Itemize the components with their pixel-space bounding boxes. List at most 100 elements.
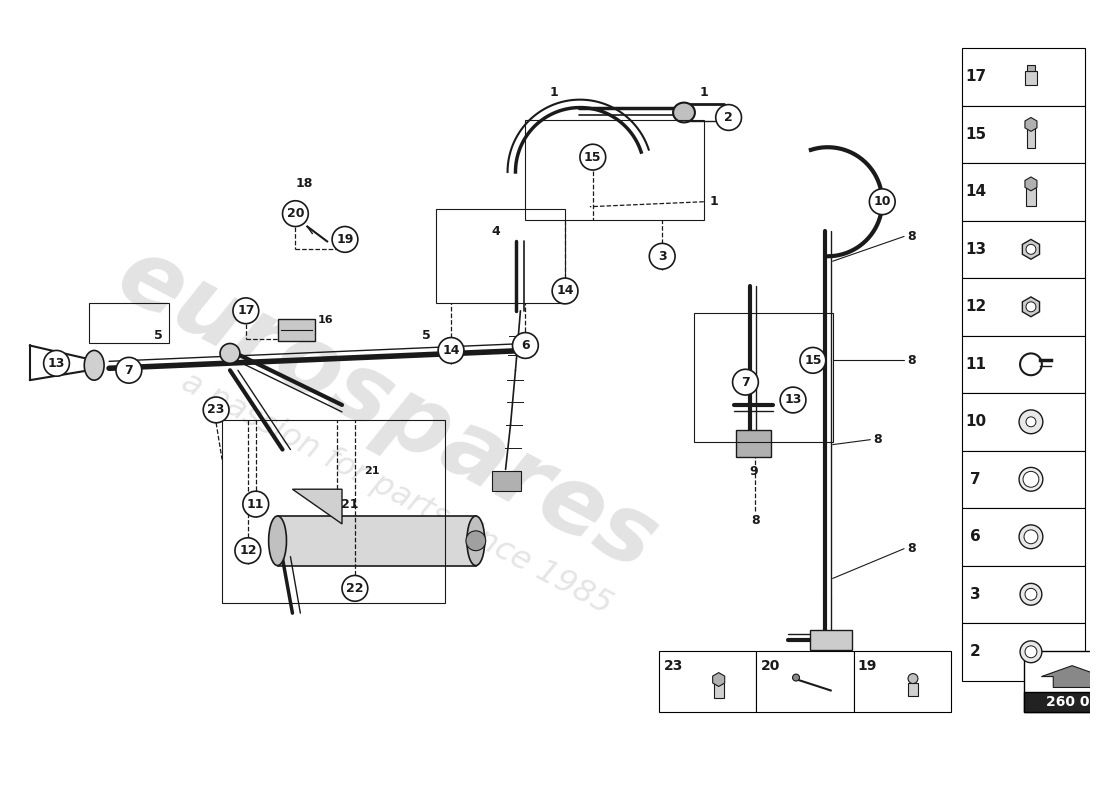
Text: 7: 7	[124, 364, 133, 377]
Text: 15: 15	[584, 150, 602, 164]
Circle shape	[1019, 525, 1043, 549]
Text: 7: 7	[970, 472, 981, 487]
Circle shape	[342, 575, 367, 602]
Text: a passion for parts since 1985: a passion for parts since 1985	[176, 367, 617, 622]
Circle shape	[466, 531, 486, 550]
Circle shape	[716, 105, 741, 130]
Circle shape	[580, 144, 606, 170]
Circle shape	[513, 333, 538, 358]
Text: 16: 16	[317, 314, 333, 325]
Bar	[694, 313, 833, 442]
Polygon shape	[1022, 297, 1040, 317]
Polygon shape	[1025, 118, 1037, 131]
Bar	[961, 335, 1086, 393]
Text: 14: 14	[557, 285, 574, 298]
Circle shape	[233, 298, 258, 324]
Circle shape	[1020, 641, 1042, 662]
Circle shape	[1025, 646, 1037, 658]
Text: 10: 10	[965, 414, 986, 430]
Bar	[961, 623, 1086, 681]
Bar	[89, 303, 168, 342]
Text: 15: 15	[965, 127, 986, 142]
Text: eurospares: eurospares	[101, 229, 672, 590]
Circle shape	[649, 243, 675, 269]
Bar	[1024, 650, 1100, 712]
Circle shape	[116, 358, 142, 383]
Text: 7: 7	[741, 376, 750, 389]
Text: 14: 14	[442, 344, 460, 357]
Text: 9: 9	[749, 465, 758, 478]
Circle shape	[1024, 530, 1038, 544]
Circle shape	[332, 226, 358, 252]
Bar	[810, 630, 851, 650]
Circle shape	[204, 397, 229, 422]
Text: 5: 5	[154, 329, 163, 342]
Circle shape	[1020, 583, 1042, 605]
Polygon shape	[713, 673, 725, 686]
Text: 3: 3	[658, 250, 667, 262]
Circle shape	[235, 538, 261, 563]
Circle shape	[1023, 471, 1038, 487]
Circle shape	[1019, 467, 1043, 491]
Bar	[437, 209, 565, 303]
Bar	[961, 450, 1086, 508]
Bar	[1024, 693, 1100, 712]
Text: 3: 3	[970, 586, 981, 602]
Text: 8: 8	[873, 433, 881, 446]
Text: 20: 20	[760, 658, 780, 673]
Bar	[961, 393, 1086, 450]
Text: 19: 19	[337, 233, 354, 246]
Bar	[526, 121, 704, 219]
Bar	[961, 566, 1086, 623]
Bar	[659, 650, 757, 712]
Polygon shape	[1042, 666, 1100, 687]
Text: 12: 12	[239, 544, 256, 557]
Text: 23: 23	[208, 403, 224, 417]
Text: 11: 11	[965, 357, 986, 372]
Circle shape	[1026, 244, 1036, 254]
Text: 8: 8	[908, 230, 916, 243]
Bar	[1025, 71, 1037, 85]
Polygon shape	[293, 490, 342, 524]
Text: 14: 14	[965, 184, 986, 199]
Text: 6: 6	[521, 339, 530, 352]
Circle shape	[552, 278, 578, 304]
Bar	[757, 650, 854, 712]
Text: 21: 21	[341, 498, 359, 510]
Bar	[961, 163, 1086, 221]
Circle shape	[1026, 302, 1036, 312]
Text: 15: 15	[804, 354, 822, 367]
Ellipse shape	[85, 350, 104, 380]
Bar	[714, 682, 724, 698]
Text: 10: 10	[873, 195, 891, 208]
Text: 11: 11	[248, 498, 264, 510]
Text: 6: 6	[970, 530, 981, 544]
Ellipse shape	[268, 516, 286, 566]
Bar	[1026, 188, 1036, 206]
Text: 18: 18	[296, 178, 314, 190]
Circle shape	[283, 201, 308, 226]
Text: 17: 17	[965, 70, 986, 84]
Circle shape	[438, 338, 464, 363]
Text: 17: 17	[238, 304, 254, 318]
Text: 13: 13	[784, 394, 802, 406]
Text: 1: 1	[710, 195, 718, 208]
Polygon shape	[1022, 239, 1040, 259]
Circle shape	[1019, 410, 1043, 434]
Text: 4: 4	[492, 225, 500, 238]
Circle shape	[733, 370, 758, 395]
Circle shape	[1025, 588, 1037, 600]
Circle shape	[869, 189, 895, 214]
Bar	[1027, 65, 1035, 71]
Bar	[961, 48, 1086, 106]
Circle shape	[220, 343, 240, 363]
Circle shape	[780, 387, 806, 413]
Circle shape	[1026, 417, 1036, 426]
Circle shape	[243, 491, 268, 517]
Bar	[1027, 128, 1035, 148]
Text: 13: 13	[965, 242, 986, 257]
Text: 8: 8	[908, 542, 916, 555]
Bar	[277, 318, 316, 341]
Circle shape	[908, 674, 917, 683]
Text: 8: 8	[751, 514, 760, 527]
